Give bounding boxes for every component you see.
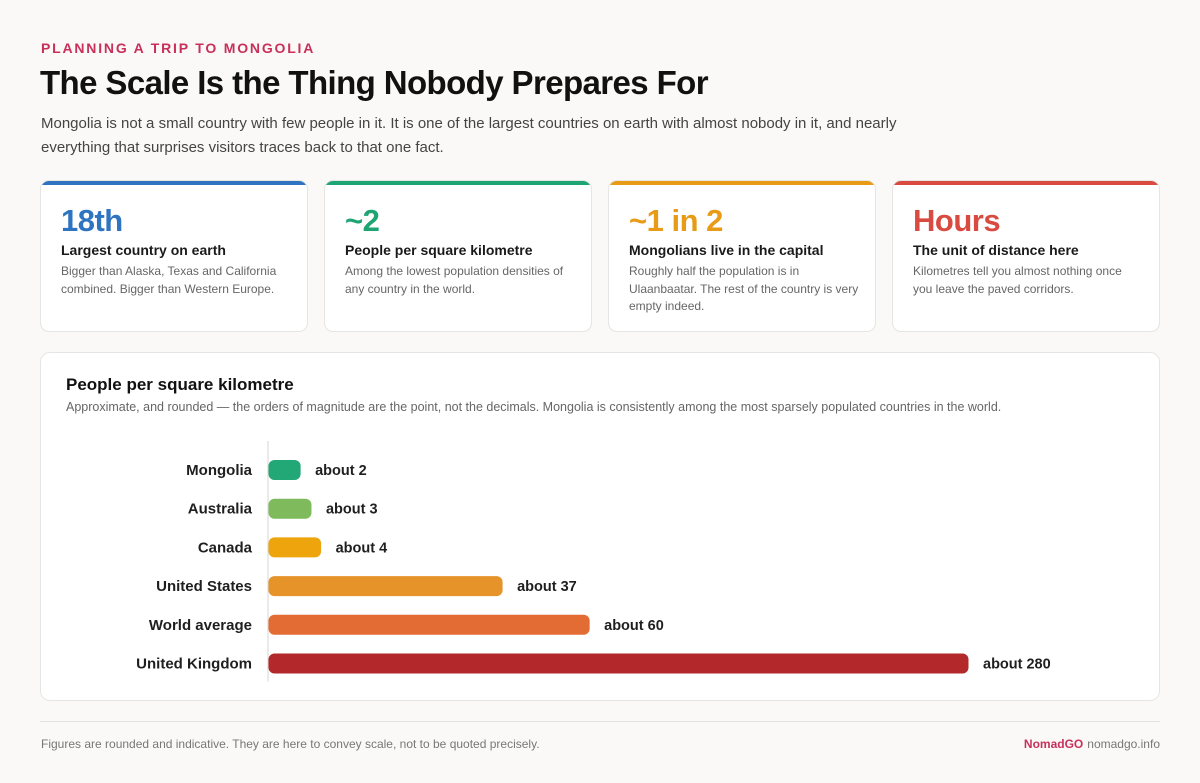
lede-paragraph: Mongolia is not a small country with few… <box>41 115 897 156</box>
brand-name[interactable]: NomadGO <box>1023 737 1084 751</box>
stat-value: ~2 <box>345 203 380 238</box>
card-accent <box>41 181 307 185</box>
chart-title: People per square kilometre <box>66 375 294 394</box>
chart-subtitle: Approximate, and rounded — the orders of… <box>66 400 1002 414</box>
card-accent <box>609 181 875 185</box>
bar <box>268 498 312 519</box>
value-label: about 60 <box>604 618 664 634</box>
footer-brand: NomadGO nomadgo.info <box>1024 737 1160 751</box>
eyebrow: PLANNING A TRIP TO MONGOLIA <box>41 40 316 56</box>
stat-label: The unit of distance here <box>913 242 1079 258</box>
density-bar-chart: Mongolia about 2 Australia about 3 Canada abo… <box>136 441 1051 682</box>
stat-label: People per square kilometre <box>345 242 533 258</box>
stat-card-size: 18th Largest country on earth Bigger tha… <box>40 180 308 332</box>
stat-card-distance: Hours The unit of distance here Kilometr… <box>892 180 1160 332</box>
stat-value: 18th <box>61 203 123 238</box>
value-label: about 37 <box>517 579 577 595</box>
stat-value: ~1 in 2 <box>629 203 723 238</box>
category-label: Australia <box>188 501 253 518</box>
value-label: about 3 <box>326 502 378 518</box>
card-accent <box>325 181 591 185</box>
page-title: The Scale Is the Thing Nobody Prepares F… <box>40 64 709 101</box>
category-label: United Kingdom <box>136 656 252 673</box>
stat-desc: Kilometres tell you almost nothing once … <box>913 264 1122 296</box>
category-label: Mongolia <box>186 462 252 479</box>
value-label: about 280 <box>983 657 1051 673</box>
value-label: about 4 <box>336 540 388 556</box>
value-label: about 2 <box>315 463 367 479</box>
stat-desc: Bigger than Alaska, Texas and California… <box>61 264 277 296</box>
site-link[interactable]: nomadgo.info <box>1087 737 1160 751</box>
bar <box>268 576 503 597</box>
footer-note: Figures are rounded and indicative. They… <box>41 737 540 751</box>
stat-label: Largest country on earth <box>61 242 226 258</box>
stat-value: Hours <box>913 203 1001 238</box>
bar <box>268 537 322 558</box>
stat-label: Mongolians live in the capital <box>629 242 824 258</box>
stat-desc: Roughly half the population is in Ulaanb… <box>629 264 859 313</box>
card-accent <box>893 181 1159 185</box>
bar <box>268 653 969 674</box>
category-label: World average <box>149 617 252 634</box>
category-label: United States <box>156 578 252 595</box>
density-chart-panel: People per square kilometre Approximate,… <box>40 352 1160 701</box>
stat-card-density: ~2 People per square kilometre Among the… <box>324 180 592 332</box>
bar <box>268 614 590 635</box>
stat-card-capital: ~1 in 2 Mongolians live in the capital R… <box>608 180 876 332</box>
stat-cards: 18th Largest country on earth Bigger tha… <box>40 180 1160 332</box>
category-label: Canada <box>198 539 253 556</box>
footer-divider <box>40 721 1160 722</box>
stat-desc: Among the lowest population densities of… <box>345 264 564 296</box>
bar <box>268 460 301 480</box>
